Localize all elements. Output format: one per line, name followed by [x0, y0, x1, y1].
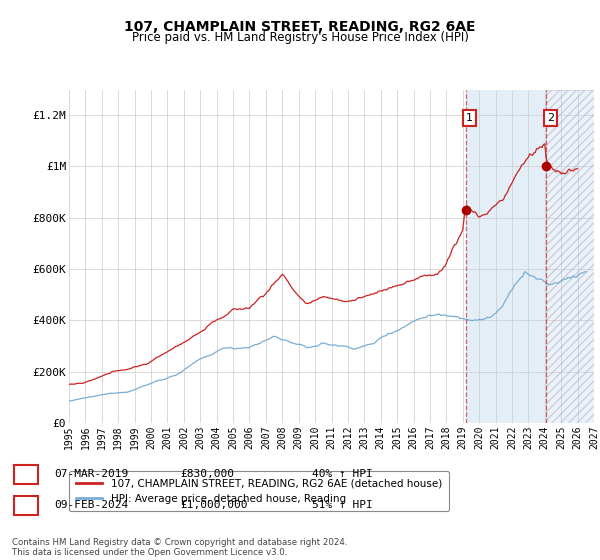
Text: 1: 1 [466, 113, 473, 123]
Bar [547, 90, 594, 423]
Text: 51% ↑ HPI: 51% ↑ HPI [312, 500, 373, 510]
Text: 09-FEB-2024: 09-FEB-2024 [54, 500, 128, 510]
Text: 107, CHAMPLAIN STREET, READING, RG2 6AE: 107, CHAMPLAIN STREET, READING, RG2 6AE [124, 20, 476, 34]
Text: 1: 1 [23, 469, 30, 479]
Bar [547, 90, 594, 423]
Text: 40% ↑ HPI: 40% ↑ HPI [312, 469, 373, 479]
Legend: 107, CHAMPLAIN STREET, READING, RG2 6AE (detached house), HPI: Average price, de: 107, CHAMPLAIN STREET, READING, RG2 6AE … [69, 472, 449, 511]
Bar [466, 90, 547, 423]
Text: £1,000,000: £1,000,000 [180, 500, 248, 510]
Text: Contains HM Land Registry data © Crown copyright and database right 2024.
This d: Contains HM Land Registry data © Crown c… [12, 538, 347, 557]
Text: 07-MAR-2019: 07-MAR-2019 [54, 469, 128, 479]
Text: 2: 2 [23, 500, 30, 510]
Text: Price paid vs. HM Land Registry's House Price Index (HPI): Price paid vs. HM Land Registry's House … [131, 31, 469, 44]
Text: 2: 2 [547, 113, 554, 123]
Text: £830,000: £830,000 [180, 469, 234, 479]
